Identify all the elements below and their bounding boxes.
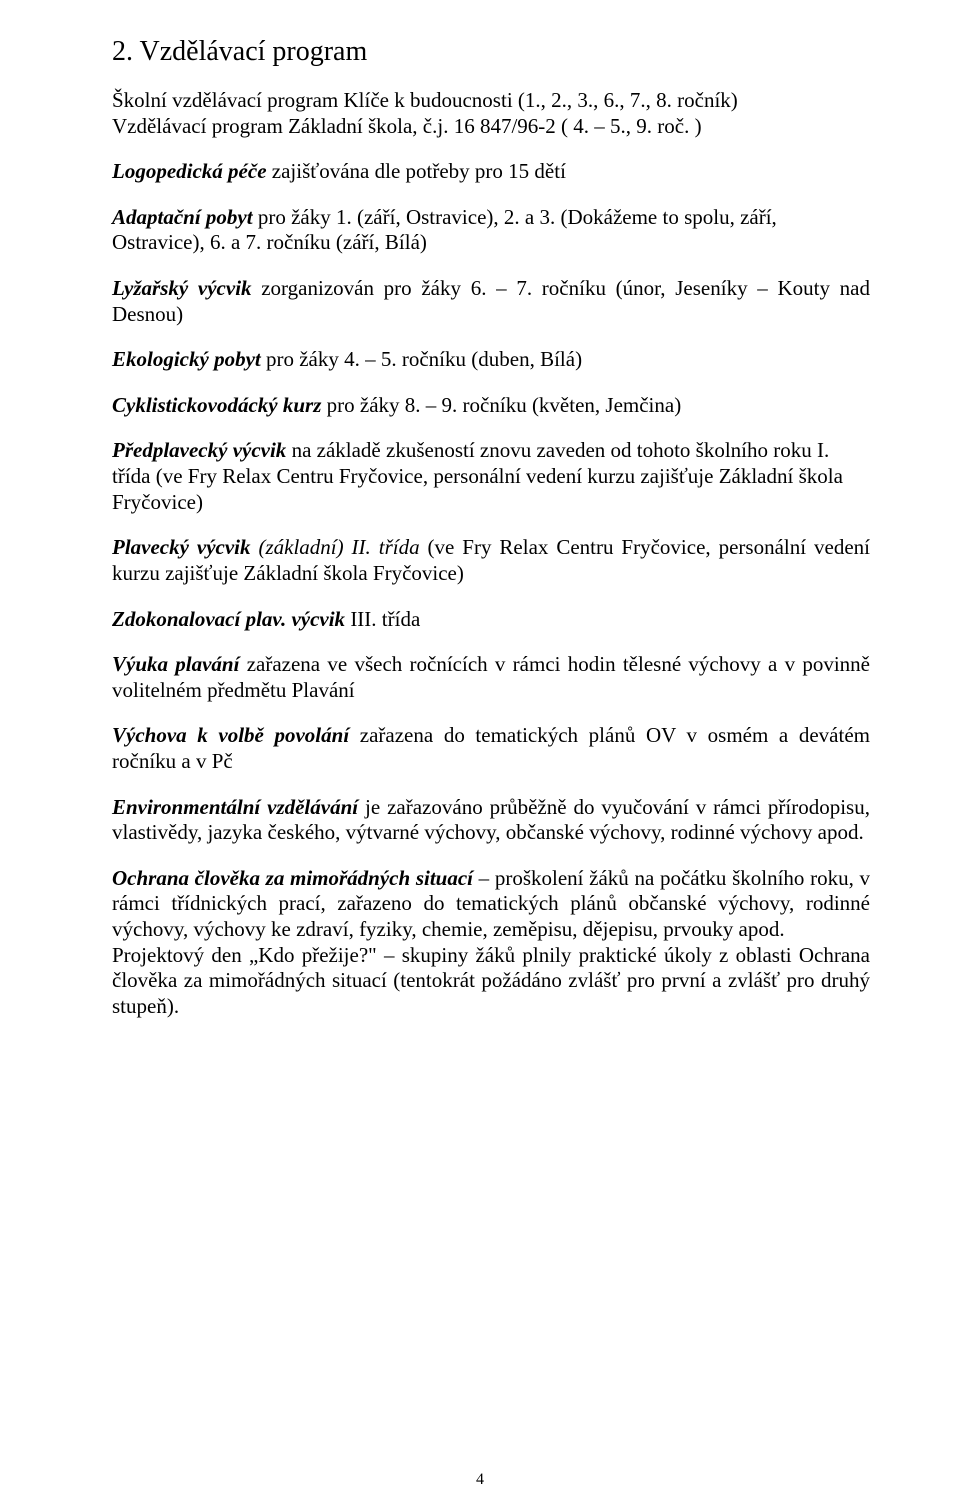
paragraph-plavecky: Plavecký výcvik (základní) II. třída (ve… [112, 535, 870, 586]
paragraph-lyzarsky: Lyžařský výcvik zorganizován pro žáky 6.… [112, 276, 870, 327]
paragraph-cyklisticko: Cyklistickovodácký kurz pro žáky 8. – 9.… [112, 393, 870, 419]
label: Předplavecký výcvik [112, 438, 286, 462]
paragraph-adaptacni: Adaptační pobyt pro žáky 1. (září, Ostra… [112, 205, 870, 256]
label: Zdokonalovací plav. výcvik [112, 607, 345, 631]
text: (základní) II. třída [251, 535, 428, 559]
label: Logopedická péče [112, 159, 267, 183]
paragraph-ochrana: Ochrana člověka za mimořádných situací –… [112, 866, 870, 943]
label: Lyžařský výcvik [112, 276, 252, 300]
label: Environmentální vzdělávání [112, 795, 358, 819]
paragraph-environmentalni: Environmentální vzdělávání je zařazováno… [112, 795, 870, 846]
paragraph-vyuka-plavani: Výuka plavání zařazena ve všech ročnícíc… [112, 652, 870, 703]
text: pro žáky 8. – 9. ročníku (květen, Jemčin… [321, 393, 681, 417]
text-line: Školní vzdělávací program Klíče k budouc… [112, 88, 870, 114]
text-line: Vzdělávací program Základní škola, č.j. … [112, 114, 870, 140]
label: Ekologický pobyt [112, 347, 261, 371]
paragraph-zdokonalovaci: Zdokonalovací plav. výcvik III. třída [112, 607, 870, 633]
paragraph-predplavecky: Předplavecký výcvik na základě zkušenost… [112, 438, 870, 515]
text: pro žáky 4. – 5. ročníku (duben, Bílá) [261, 347, 582, 371]
paragraph-ekologicky: Ekologický pobyt pro žáky 4. – 5. ročník… [112, 347, 870, 373]
paragraph-vychova-povolani: Výchova k volbě povolání zařazena do tem… [112, 723, 870, 774]
label: Ochrana člověka za mimořádných situací [112, 866, 473, 890]
label: Cyklistickovodácký kurz [112, 393, 321, 417]
label: Výuka plavání [112, 652, 239, 676]
text: III. třída [345, 607, 420, 631]
label: Plavecký výcvik [112, 535, 251, 559]
paragraph-program: Školní vzdělávací program Klíče k budouc… [112, 88, 870, 139]
text: zajišťována dle potřeby pro 15 dětí [267, 159, 566, 183]
label: Výchova k volbě povolání [112, 723, 349, 747]
paragraph-logopedicka: Logopedická péče zajišťována dle potřeby… [112, 159, 870, 185]
page-number: 4 [0, 1471, 960, 1489]
section-heading: 2. Vzdělávací program [112, 36, 870, 68]
label: Adaptační pobyt [112, 205, 253, 229]
paragraph-projektovy-den: Projektový den „Kdo přežije?" – skupiny … [112, 943, 870, 1020]
document-page: 2. Vzdělávací program Školní vzdělávací … [0, 0, 960, 1509]
